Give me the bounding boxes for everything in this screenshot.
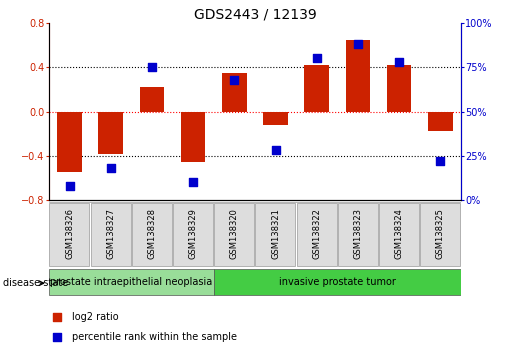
Bar <box>304 65 329 112</box>
Point <box>148 64 156 70</box>
Text: GSM138329: GSM138329 <box>188 208 198 259</box>
Text: log2 ratio: log2 ratio <box>72 312 118 322</box>
Text: GSM138326: GSM138326 <box>65 208 74 259</box>
Point <box>313 56 321 61</box>
Text: GSM138321: GSM138321 <box>271 208 280 259</box>
Text: prostate intraepithelial neoplasia: prostate intraepithelial neoplasia <box>50 277 213 287</box>
Bar <box>420 203 460 266</box>
Bar <box>173 203 213 266</box>
Bar <box>428 112 453 131</box>
Point <box>271 148 280 153</box>
Text: percentile rank within the sample: percentile rank within the sample <box>72 332 236 342</box>
Bar <box>387 65 411 112</box>
Bar <box>132 203 171 266</box>
Text: GSM138327: GSM138327 <box>106 208 115 259</box>
Bar <box>91 203 130 266</box>
Point <box>53 314 61 320</box>
Bar <box>346 40 370 112</box>
Bar <box>49 269 214 295</box>
Point <box>65 183 74 189</box>
Text: GSM138320: GSM138320 <box>230 208 239 259</box>
Text: invasive prostate tumor: invasive prostate tumor <box>279 277 396 287</box>
Text: GSM138324: GSM138324 <box>394 208 404 259</box>
Bar <box>214 203 254 266</box>
Bar <box>263 112 288 125</box>
Text: GSM138325: GSM138325 <box>436 208 445 259</box>
Point <box>53 334 61 339</box>
Title: GDS2443 / 12139: GDS2443 / 12139 <box>194 8 316 22</box>
Point <box>436 158 444 164</box>
Bar <box>297 203 336 266</box>
Point <box>189 179 197 185</box>
Bar <box>338 203 377 266</box>
Point <box>107 165 115 171</box>
Point <box>395 59 403 65</box>
Bar <box>379 203 419 266</box>
Bar <box>222 73 247 112</box>
Bar <box>49 203 89 266</box>
Bar <box>255 203 295 266</box>
Bar <box>181 112 205 162</box>
Bar <box>57 112 82 172</box>
Bar <box>214 269 461 295</box>
Text: GSM138322: GSM138322 <box>312 208 321 259</box>
Point <box>230 77 238 82</box>
Text: disease state: disease state <box>3 278 67 288</box>
Bar <box>140 87 164 112</box>
Bar <box>98 112 123 154</box>
Text: GSM138328: GSM138328 <box>147 208 157 259</box>
Point <box>354 41 362 47</box>
Text: GSM138323: GSM138323 <box>353 208 363 259</box>
